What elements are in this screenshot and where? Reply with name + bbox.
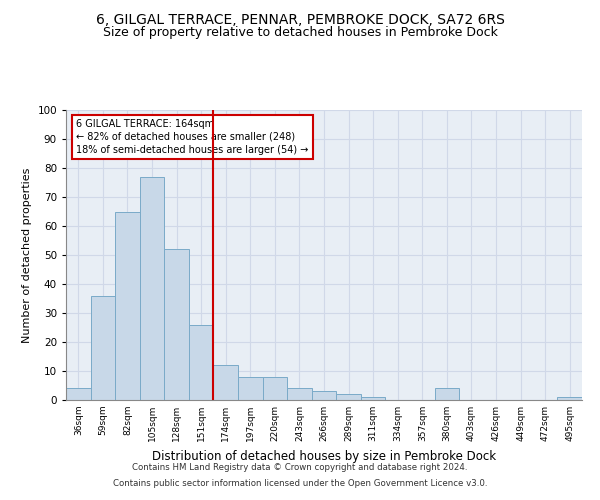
Bar: [91, 296, 115, 400]
Bar: [164, 249, 189, 400]
Bar: [214, 365, 238, 400]
Text: 6 GILGAL TERRACE: 164sqm
← 82% of detached houses are smaller (248)
18% of semi-: 6 GILGAL TERRACE: 164sqm ← 82% of detach…: [76, 118, 308, 155]
Bar: [115, 212, 140, 400]
Bar: [140, 176, 164, 400]
Bar: [287, 388, 312, 400]
Y-axis label: Number of detached properties: Number of detached properties: [22, 168, 32, 342]
Text: Contains public sector information licensed under the Open Government Licence v3: Contains public sector information licen…: [113, 478, 487, 488]
Text: 6, GILGAL TERRACE, PENNAR, PEMBROKE DOCK, SA72 6RS: 6, GILGAL TERRACE, PENNAR, PEMBROKE DOCK…: [95, 12, 505, 26]
Bar: [66, 388, 91, 400]
X-axis label: Distribution of detached houses by size in Pembroke Dock: Distribution of detached houses by size …: [152, 450, 496, 462]
Bar: [189, 324, 214, 400]
Bar: [312, 392, 336, 400]
Text: Size of property relative to detached houses in Pembroke Dock: Size of property relative to detached ho…: [103, 26, 497, 39]
Bar: [557, 397, 582, 400]
Bar: [336, 394, 361, 400]
Bar: [238, 377, 263, 400]
Text: Contains HM Land Registry data © Crown copyright and database right 2024.: Contains HM Land Registry data © Crown c…: [132, 464, 468, 472]
Bar: [361, 397, 385, 400]
Bar: [434, 388, 459, 400]
Bar: [263, 377, 287, 400]
